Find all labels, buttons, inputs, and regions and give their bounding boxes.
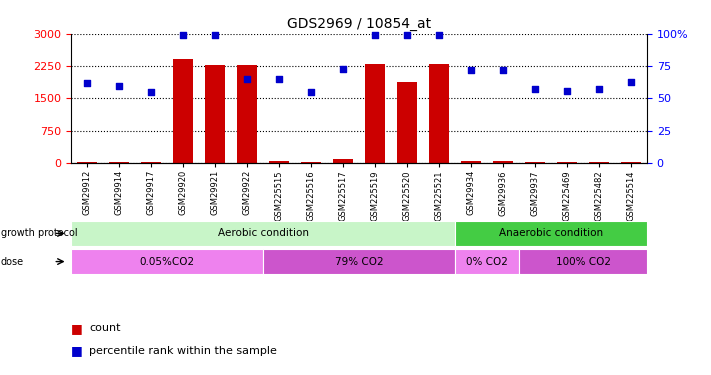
Bar — [557, 162, 577, 163]
Bar — [429, 64, 449, 163]
Text: Anaerobic condition: Anaerobic condition — [499, 228, 603, 238]
Point — [338, 66, 349, 72]
Point — [273, 76, 284, 82]
Point — [434, 32, 445, 38]
Bar — [301, 162, 321, 163]
Text: dose: dose — [1, 256, 24, 267]
Bar — [237, 65, 257, 163]
Point — [370, 32, 381, 38]
Point — [82, 80, 92, 86]
Point — [114, 82, 125, 88]
Text: ■: ■ — [71, 344, 83, 357]
Point — [178, 32, 189, 38]
Point — [146, 89, 157, 95]
Bar — [589, 162, 609, 163]
Bar — [205, 65, 225, 163]
Bar — [71, 249, 263, 274]
Bar — [141, 162, 161, 163]
Bar — [493, 161, 513, 163]
Title: GDS2969 / 10854_at: GDS2969 / 10854_at — [287, 17, 431, 32]
Point — [306, 89, 317, 95]
Text: 79% CO2: 79% CO2 — [335, 256, 383, 267]
Bar — [519, 249, 647, 274]
Text: 0.05%CO2: 0.05%CO2 — [139, 256, 195, 267]
Bar — [269, 161, 289, 163]
Text: percentile rank within the sample: percentile rank within the sample — [89, 346, 277, 355]
Text: ■: ■ — [71, 322, 83, 334]
Bar — [455, 249, 519, 274]
Point — [498, 67, 509, 73]
Bar — [71, 221, 455, 246]
Point — [465, 67, 476, 73]
Point — [593, 86, 604, 92]
Text: Aerobic condition: Aerobic condition — [218, 228, 309, 238]
Point — [401, 32, 412, 38]
Bar — [397, 82, 417, 163]
Bar — [455, 221, 647, 246]
Point — [626, 79, 637, 85]
Point — [241, 76, 253, 82]
Bar — [621, 162, 641, 163]
Text: count: count — [89, 323, 120, 333]
Point — [529, 86, 540, 92]
Bar — [525, 162, 545, 163]
Bar — [77, 162, 97, 163]
Bar — [109, 162, 129, 163]
Bar — [365, 63, 385, 163]
Text: 100% CO2: 100% CO2 — [555, 256, 611, 267]
Bar — [333, 159, 353, 163]
Point — [209, 32, 220, 38]
Bar — [461, 161, 481, 163]
Point — [561, 88, 572, 94]
Bar — [263, 249, 455, 274]
Text: 0% CO2: 0% CO2 — [466, 256, 508, 267]
Text: growth protocol: growth protocol — [1, 228, 77, 238]
Bar — [173, 59, 193, 163]
